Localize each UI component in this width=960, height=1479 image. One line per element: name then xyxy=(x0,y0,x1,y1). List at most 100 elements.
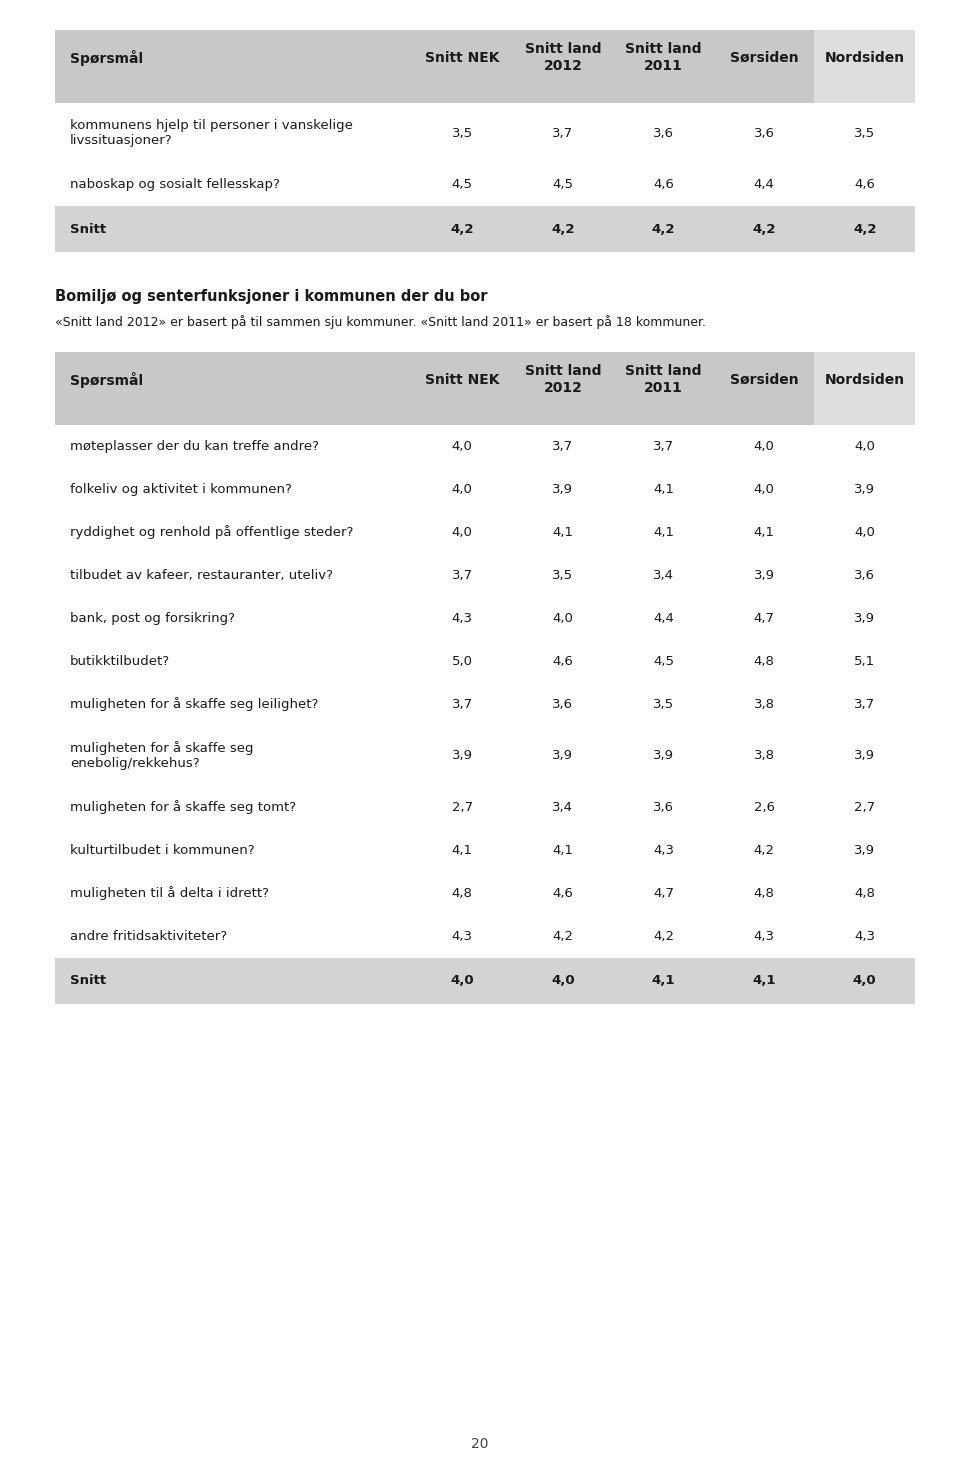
Text: 3,9: 3,9 xyxy=(552,484,573,495)
Text: 4,2: 4,2 xyxy=(551,222,575,235)
Bar xyxy=(412,424,513,467)
Text: 4,0: 4,0 xyxy=(754,439,775,453)
Bar xyxy=(412,352,513,424)
Text: 5,0: 5,0 xyxy=(452,655,472,669)
Bar xyxy=(814,873,915,916)
Bar xyxy=(814,467,915,512)
Bar xyxy=(513,163,613,206)
Text: 3,5: 3,5 xyxy=(653,698,674,711)
Bar xyxy=(713,830,814,873)
Bar xyxy=(55,352,412,424)
Text: 4,0: 4,0 xyxy=(754,484,775,495)
Bar xyxy=(412,785,513,830)
Text: 3,5: 3,5 xyxy=(854,127,876,139)
Text: muligheten for å skaffe seg
enebolig/rekkehus?: muligheten for å skaffe seg enebolig/rek… xyxy=(70,741,253,771)
Bar xyxy=(713,104,814,163)
Bar xyxy=(513,206,613,251)
Text: 4,1: 4,1 xyxy=(653,484,674,495)
Bar xyxy=(55,916,412,958)
Bar xyxy=(814,830,915,873)
Text: 3,8: 3,8 xyxy=(754,750,775,763)
Bar xyxy=(412,512,513,555)
Text: 3,6: 3,6 xyxy=(552,698,573,711)
Text: 3,9: 3,9 xyxy=(854,612,876,626)
Text: 4,1: 4,1 xyxy=(653,527,674,538)
Bar xyxy=(412,30,513,104)
Bar xyxy=(513,726,613,785)
Text: 4,6: 4,6 xyxy=(653,177,674,191)
Text: 4,2: 4,2 xyxy=(552,930,573,944)
Bar xyxy=(55,785,412,830)
Bar xyxy=(55,640,412,683)
Bar xyxy=(513,958,613,1004)
Bar xyxy=(814,958,915,1004)
Text: 4,1: 4,1 xyxy=(652,975,675,988)
Text: Bomiljø og senterfunksjoner i kommunen der du bor: Bomiljø og senterfunksjoner i kommunen d… xyxy=(55,288,488,303)
Bar xyxy=(613,352,713,424)
Text: Snitt land
2012: Snitt land 2012 xyxy=(524,364,601,395)
Bar xyxy=(613,830,713,873)
Bar xyxy=(713,683,814,726)
Text: 4,4: 4,4 xyxy=(754,177,775,191)
Text: 3,6: 3,6 xyxy=(854,569,876,583)
Text: muligheten til å delta i idrett?: muligheten til å delta i idrett? xyxy=(70,886,269,901)
Bar xyxy=(412,598,513,640)
Text: 3,9: 3,9 xyxy=(854,750,876,763)
Text: 4,3: 4,3 xyxy=(653,845,674,856)
Bar xyxy=(713,352,814,424)
Text: 4,3: 4,3 xyxy=(854,930,876,944)
Text: 3,4: 3,4 xyxy=(552,802,573,813)
Bar xyxy=(412,104,513,163)
Bar xyxy=(55,30,412,104)
Bar xyxy=(412,916,513,958)
Text: 4,2: 4,2 xyxy=(450,222,474,235)
Text: folkeliv og aktivitet i kommunen?: folkeliv og aktivitet i kommunen? xyxy=(70,484,292,495)
Bar xyxy=(412,830,513,873)
Text: 4,2: 4,2 xyxy=(852,222,876,235)
Text: 4,8: 4,8 xyxy=(754,655,775,669)
Bar xyxy=(412,683,513,726)
Text: møteplasser der du kan treffe andre?: møteplasser der du kan treffe andre? xyxy=(70,439,319,453)
Bar xyxy=(55,598,412,640)
Bar xyxy=(814,206,915,251)
Bar xyxy=(814,30,915,104)
Text: 3,5: 3,5 xyxy=(552,569,573,583)
Bar xyxy=(513,598,613,640)
Text: muligheten for å skaffe seg leilighet?: muligheten for å skaffe seg leilighet? xyxy=(70,698,319,711)
Bar xyxy=(713,873,814,916)
Text: 3,7: 3,7 xyxy=(451,698,472,711)
Bar xyxy=(513,830,613,873)
Bar xyxy=(55,206,412,251)
Bar xyxy=(613,163,713,206)
Text: kommunens hjelp til personer i vanskelige
livssituasjoner?: kommunens hjelp til personer i vanskelig… xyxy=(70,118,353,146)
Text: Snitt land
2012: Snitt land 2012 xyxy=(524,43,601,72)
Bar xyxy=(55,958,412,1004)
Bar xyxy=(814,683,915,726)
Bar xyxy=(412,726,513,785)
Text: 4,5: 4,5 xyxy=(552,177,573,191)
Text: 4,0: 4,0 xyxy=(854,527,876,538)
Text: 3,9: 3,9 xyxy=(854,845,876,856)
Bar xyxy=(55,104,412,163)
Text: 4,6: 4,6 xyxy=(854,177,876,191)
Text: 3,9: 3,9 xyxy=(754,569,775,583)
Text: 3,7: 3,7 xyxy=(653,439,674,453)
Bar xyxy=(814,104,915,163)
Text: 3,7: 3,7 xyxy=(854,698,876,711)
Text: 4,2: 4,2 xyxy=(652,222,675,235)
Text: muligheten for å skaffe seg tomt?: muligheten for å skaffe seg tomt? xyxy=(70,800,296,815)
Text: 4,0: 4,0 xyxy=(452,484,472,495)
Text: 4,1: 4,1 xyxy=(552,527,573,538)
Bar xyxy=(713,163,814,206)
Text: 3,9: 3,9 xyxy=(653,750,674,763)
Bar xyxy=(513,467,613,512)
Text: Snitt: Snitt xyxy=(70,222,107,235)
Bar xyxy=(513,785,613,830)
Bar xyxy=(713,467,814,512)
Bar xyxy=(55,512,412,555)
Bar xyxy=(513,424,613,467)
Text: 4,2: 4,2 xyxy=(653,930,674,944)
Bar xyxy=(713,640,814,683)
Bar xyxy=(814,916,915,958)
Bar xyxy=(613,206,713,251)
